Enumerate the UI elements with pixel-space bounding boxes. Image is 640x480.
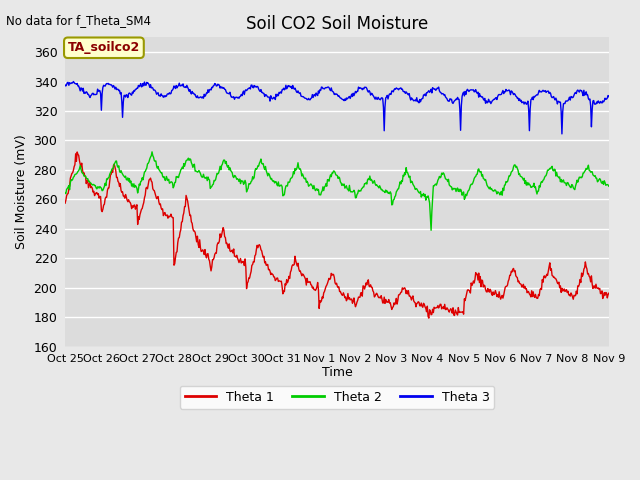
Y-axis label: Soil Moisture (mV): Soil Moisture (mV) [15,135,28,250]
Text: TA_soilco2: TA_soilco2 [68,41,140,54]
Text: No data for f_Theta_SM4: No data for f_Theta_SM4 [6,14,152,27]
Title: Soil CO2 Soil Moisture: Soil CO2 Soil Moisture [246,15,428,33]
X-axis label: Time: Time [321,366,352,379]
Legend: Theta 1, Theta 2, Theta 3: Theta 1, Theta 2, Theta 3 [179,385,494,408]
